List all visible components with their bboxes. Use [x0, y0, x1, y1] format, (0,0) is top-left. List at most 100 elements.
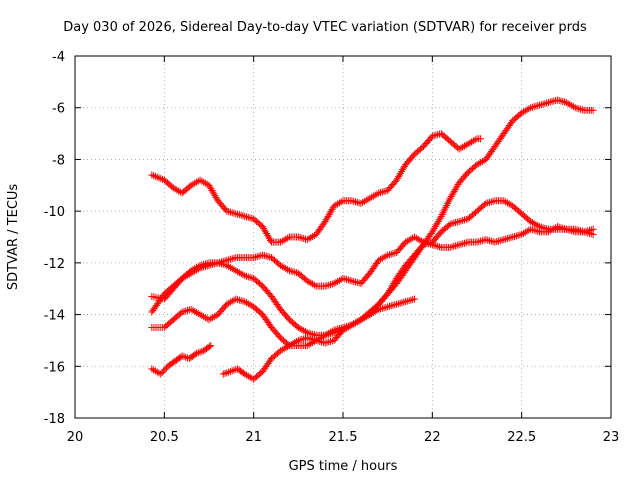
data-point: [214, 259, 222, 267]
data-point: [285, 342, 293, 350]
data-point-trace: [205, 343, 213, 351]
data-point: [384, 303, 392, 311]
data-point: [473, 161, 481, 169]
y-tick-label: -4: [52, 50, 65, 65]
y-tick-label: -6: [52, 102, 65, 117]
data-point-trace: [468, 138, 476, 146]
data-point: [366, 194, 374, 202]
data-point-trace: [291, 268, 299, 276]
data-point-trace: [352, 198, 360, 206]
data-point: [402, 238, 410, 246]
data-point-trace: [436, 214, 444, 222]
data-point-trace: [511, 232, 519, 240]
data-point-trace: [478, 157, 486, 165]
data-point-trace: [435, 243, 443, 251]
data-point-trace: [210, 260, 218, 268]
data-point-trace: [462, 141, 470, 149]
data-point-trace: [234, 296, 242, 304]
data-point-trace: [578, 106, 586, 114]
data-point-trace: [255, 252, 263, 260]
data-point-trace: [489, 197, 497, 205]
data-point-trace: [226, 264, 234, 272]
data-point-trace: [287, 267, 295, 275]
data-point-trace: [225, 368, 233, 376]
data-point-trace: [569, 103, 577, 111]
data-point-trace: [282, 344, 290, 352]
data-point-trace: [378, 188, 386, 196]
data-point-trace: [573, 104, 581, 112]
data-point-trace: [523, 106, 531, 114]
data-point-trace: [316, 337, 324, 345]
data-point-trace: [435, 130, 443, 138]
x-tick-label: 21.5: [329, 430, 358, 445]
data-point: [375, 256, 383, 264]
data-point-trace: [209, 260, 217, 268]
data-point-trace: [244, 300, 252, 308]
data-point-trace: [550, 97, 558, 105]
data-point: [276, 347, 284, 355]
data-point: [148, 171, 156, 179]
series-6: [219, 96, 597, 383]
data-point: [464, 140, 472, 148]
data-point-trace: [505, 200, 513, 208]
data-point: [455, 145, 463, 153]
data-point: [178, 308, 186, 316]
data-point-trace: [182, 272, 190, 280]
data-point: [321, 331, 329, 339]
data-point-trace: [314, 337, 322, 345]
data-point-trace: [409, 296, 417, 304]
data-point: [410, 233, 418, 241]
data-point-trace: [403, 297, 411, 305]
data-point: [562, 99, 570, 107]
data-point-trace: [191, 350, 199, 358]
data-point-trace: [280, 236, 288, 244]
x-tick-labels: 20 20.5 21 21.5 22 22.5 23: [67, 430, 620, 445]
data-point-trace: [310, 281, 318, 289]
data-point: [321, 282, 329, 290]
series-2: [148, 223, 597, 316]
data-point-trace: [296, 234, 304, 242]
data-point-trace: [577, 105, 585, 113]
data-point-trace: [430, 132, 438, 140]
y-tick-label: -12: [44, 257, 65, 272]
data-point-trace: [301, 235, 309, 243]
data-point: [223, 300, 231, 308]
data-point: [223, 261, 231, 269]
data-point-trace: [243, 272, 251, 280]
data-point-trace: [459, 216, 467, 224]
data-point: [402, 298, 410, 306]
data-point: [500, 197, 508, 205]
data-point-trace: [494, 237, 502, 245]
data-point-trace: [171, 185, 179, 193]
data-point: [196, 311, 204, 319]
data-point-trace: [385, 302, 393, 310]
data-point: [223, 207, 231, 215]
data-point-trace: [405, 236, 413, 244]
data-point-trace: [416, 236, 424, 244]
data-point-trace: [450, 242, 458, 250]
data-point-trace: [444, 200, 452, 208]
data-point-trace: [335, 276, 343, 284]
x-tick-label: 21: [245, 430, 262, 445]
data-point-trace: [260, 252, 268, 260]
data-point-trace: [566, 101, 574, 109]
data-point-trace: [305, 235, 313, 243]
data-point-trace: [191, 267, 199, 275]
data-point-trace: [475, 238, 483, 246]
data-point: [157, 370, 165, 378]
data-point-trace: [582, 227, 590, 235]
data-point-trace: [246, 301, 254, 309]
data-point: [303, 334, 311, 342]
data-point-trace: [201, 262, 209, 270]
data-point-trace: [296, 336, 304, 344]
data-point-trace: [219, 260, 227, 268]
data-point: [384, 251, 392, 259]
data-point-trace: [346, 322, 354, 330]
data-point-trace: [539, 100, 547, 108]
data-point-trace: [453, 241, 461, 249]
data-point: [241, 298, 249, 306]
data-point-trace: [543, 99, 551, 107]
data-point-trace: [151, 367, 159, 375]
data-point-trace: [344, 323, 352, 331]
data-point-trace: [398, 299, 406, 307]
